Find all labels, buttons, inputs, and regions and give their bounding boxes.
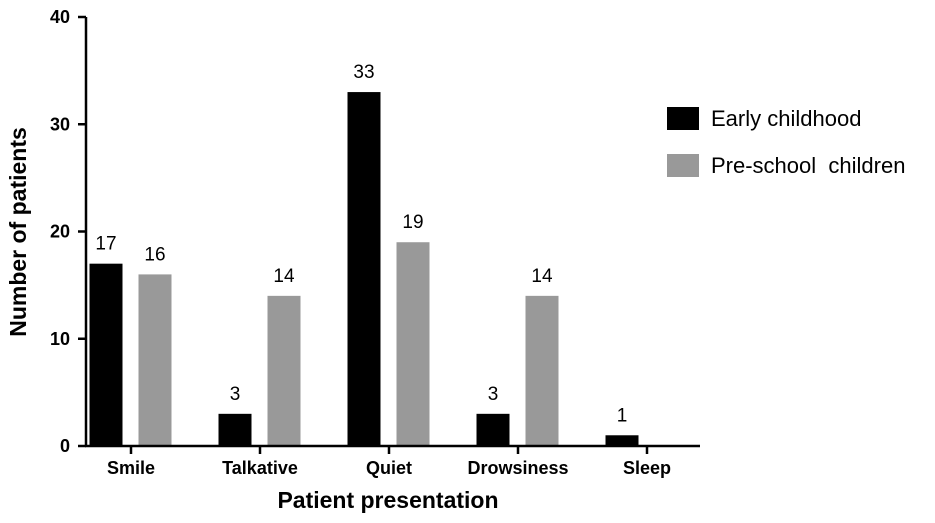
bar-pre-school-children-drowsiness xyxy=(525,295,559,446)
data-label-pre-school-children-talkative: 14 xyxy=(273,266,295,287)
data-label-early-childhood-talkative: 3 xyxy=(230,384,241,405)
bar-early-childhood-drowsiness xyxy=(476,413,510,446)
data-label-early-childhood-quiet: 33 xyxy=(353,62,374,83)
x-tick-label-smile: Smile xyxy=(107,458,155,478)
y-tick-label-10: 10 xyxy=(50,329,70,349)
data-label-pre-school-children-drowsiness: 14 xyxy=(531,266,553,287)
legend: Early childhood Pre-school children xyxy=(667,106,905,178)
bar-pre-school-children-quiet xyxy=(396,242,430,446)
data-label-pre-school-children-smile: 16 xyxy=(144,244,165,265)
x-tick-label-talkative: Talkative xyxy=(222,458,298,478)
data-label-early-childhood-sleep: 1 xyxy=(617,405,628,426)
x-axis-title: Patient presentation xyxy=(277,487,498,513)
bar-early-childhood-smile xyxy=(89,263,123,446)
data-label-early-childhood-smile: 17 xyxy=(95,234,116,255)
legend-swatch-early-childhood xyxy=(667,107,699,130)
y-tick-label-30: 30 xyxy=(50,114,70,134)
y-ticks-layer: 0 10 20 30 40 xyxy=(50,7,86,456)
y-tick-label-0: 0 xyxy=(60,436,70,456)
x-ticks-layer: Smile Talkative Quiet Drowsiness Sleep xyxy=(107,446,671,478)
bars-layer xyxy=(89,92,639,446)
data-labels-layer: 17 16 3 14 33 19 3 14 1 xyxy=(95,62,627,426)
bar-early-childhood-quiet xyxy=(347,92,381,446)
bar-early-childhood-talkative xyxy=(218,413,252,446)
data-label-pre-school-children-quiet: 19 xyxy=(402,212,423,233)
x-tick-label-quiet: Quiet xyxy=(366,458,412,478)
y-tick-label-40: 40 xyxy=(50,7,70,27)
y-axis-title: Number of patients xyxy=(5,127,31,337)
legend-label-early-childhood: Early childhood xyxy=(711,106,861,131)
bar-pre-school-children-smile xyxy=(138,274,172,446)
bar-early-childhood-sleep xyxy=(605,435,639,446)
bar-pre-school-children-talkative xyxy=(267,295,301,446)
x-tick-label-drowsiness: Drowsiness xyxy=(467,458,568,478)
legend-label-pre-school-children: Pre-school children xyxy=(711,153,905,178)
legend-swatch-pre-school-children xyxy=(667,154,699,177)
y-tick-label-20: 20 xyxy=(50,222,70,242)
data-label-early-childhood-drowsiness: 3 xyxy=(488,384,499,405)
x-tick-label-sleep: Sleep xyxy=(623,458,671,478)
